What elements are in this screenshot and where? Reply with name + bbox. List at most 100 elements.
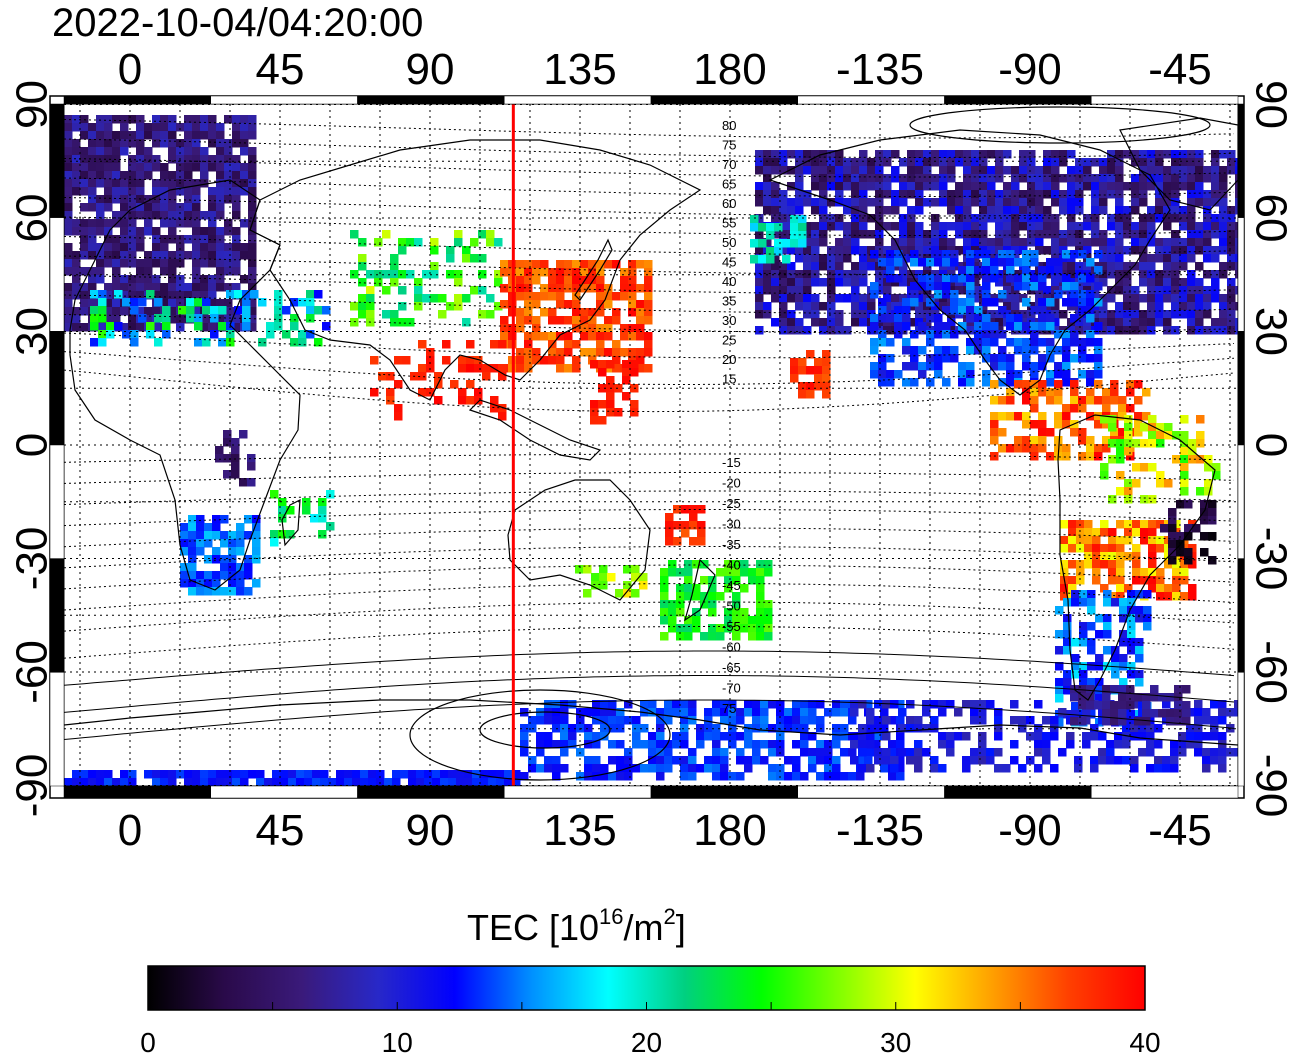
- tec-cell: [1022, 380, 1031, 389]
- tec-cell: [1211, 190, 1220, 199]
- tec-cell: [1014, 258, 1023, 267]
- tec-cell: [194, 298, 203, 307]
- tec-cell: [1011, 174, 1020, 183]
- tec-cell: [1203, 206, 1212, 215]
- tec-cell: [896, 716, 905, 725]
- frame-band: [357, 785, 505, 799]
- tec-cell: [1108, 439, 1117, 448]
- tec-cell: [136, 179, 145, 188]
- tec-cell: [1014, 346, 1023, 355]
- tec-cell: [787, 206, 796, 215]
- tec-cell: [192, 211, 201, 220]
- tec-cell: [370, 388, 379, 397]
- tec-cell: [612, 260, 621, 269]
- tec-cell: [612, 292, 621, 301]
- tec-cell: [160, 139, 169, 148]
- tec-cell: [970, 700, 979, 709]
- tec-cell: [144, 203, 153, 212]
- tec-cell: [822, 374, 831, 383]
- tec-cell: [1156, 471, 1165, 480]
- tec-cell: [672, 740, 681, 749]
- tec-cell: [498, 340, 507, 349]
- tec-cell: [672, 700, 681, 709]
- tec-cell: [1140, 439, 1149, 448]
- tec-cell: [152, 187, 161, 196]
- tec-cell: [248, 770, 257, 779]
- tec-cell: [280, 778, 289, 786]
- tec-cell: [1106, 756, 1115, 765]
- tec-cell: [756, 608, 765, 617]
- tec-cell: [1103, 598, 1112, 607]
- tec-cell: [824, 748, 833, 757]
- tec-cell: [851, 278, 860, 287]
- tec-cell: [592, 732, 601, 741]
- tec-cell: [1163, 318, 1172, 327]
- tec-cell: [1127, 590, 1136, 599]
- tec-cell: [1178, 732, 1187, 741]
- tec-cell: [851, 302, 860, 311]
- tec-cell: [1155, 270, 1164, 279]
- tec-cell: [1087, 646, 1096, 655]
- tec-cell: [186, 314, 195, 323]
- tec-cell: [946, 700, 955, 709]
- tec-cell: [1111, 598, 1120, 607]
- tec-cell: [644, 316, 653, 325]
- tec-cell: [1186, 732, 1195, 741]
- tec-cell: [128, 275, 137, 284]
- tec-cell: [779, 326, 788, 335]
- tec-cell: [995, 150, 1004, 159]
- tec-cell: [732, 560, 741, 569]
- tec-cell: [544, 716, 553, 725]
- tec-cell: [1046, 298, 1055, 307]
- tec-cell: [220, 571, 229, 580]
- tec-cell: [724, 624, 733, 633]
- tec-cell: [248, 131, 257, 140]
- tec-cell: [1219, 174, 1228, 183]
- tec-cell: [923, 238, 932, 247]
- tec-cell: [1095, 662, 1104, 671]
- tec-cell: [987, 166, 996, 175]
- tec-cell: [1006, 266, 1015, 275]
- tec-cell: [856, 772, 865, 781]
- tec-cell: [835, 150, 844, 159]
- tec-cell: [1108, 415, 1117, 424]
- tec-cell: [963, 190, 972, 199]
- tec-cell: [112, 778, 121, 786]
- tec-cell: [1148, 560, 1157, 569]
- tec-cell: [588, 332, 597, 341]
- x-tick-label: -135: [836, 45, 924, 94]
- tec-cell: [1100, 584, 1109, 593]
- tec-cell: [1062, 444, 1071, 453]
- tec-cell: [184, 179, 193, 188]
- tec-cell: [72, 147, 81, 156]
- tec-cell: [971, 150, 980, 159]
- tec-cell: [843, 270, 852, 279]
- tec-cell: [376, 770, 385, 779]
- tec-cell: [80, 778, 89, 786]
- tec-cell: [656, 764, 665, 773]
- tec-cell: [96, 115, 105, 124]
- tec-cell: [851, 294, 860, 303]
- tec-cell: [1035, 214, 1044, 223]
- tec-cell: [1100, 544, 1109, 553]
- tec-cell: [1203, 222, 1212, 231]
- tec-cell: [598, 368, 607, 377]
- tec-cell: [1091, 198, 1100, 207]
- tec-cell: [712, 724, 721, 733]
- tec-cell: [1200, 532, 1209, 541]
- tec-cell: [1187, 278, 1196, 287]
- tec-cell: [232, 115, 241, 124]
- tec-cell: [1227, 206, 1236, 215]
- tec-cell: [639, 581, 648, 590]
- tec-cell: [1094, 346, 1103, 355]
- tec-cell: [128, 219, 137, 228]
- tec-cell: [596, 276, 605, 285]
- tec-cell: [312, 778, 321, 786]
- tec-cell: [899, 158, 908, 167]
- magnetic-latitude-line: [64, 255, 1235, 275]
- tec-cell: [1014, 444, 1023, 453]
- tec-cell: [1022, 298, 1031, 307]
- tec-cell: [689, 505, 698, 514]
- tec-cell: [891, 150, 900, 159]
- tec-cell: [556, 332, 565, 341]
